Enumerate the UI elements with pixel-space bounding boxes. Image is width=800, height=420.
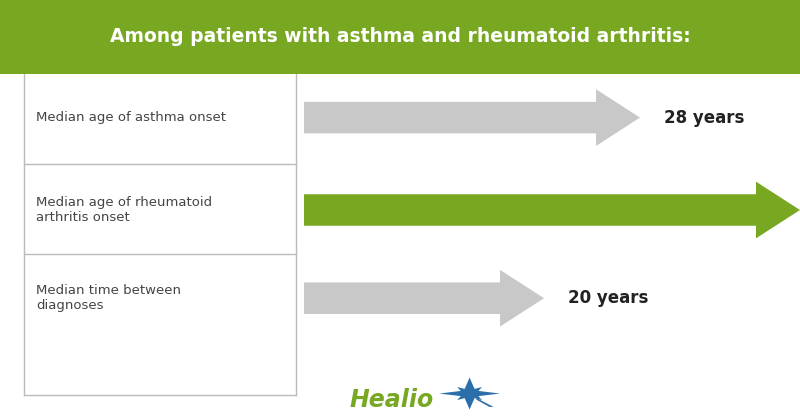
Polygon shape (457, 387, 482, 400)
FancyBboxPatch shape (0, 0, 800, 74)
Text: Among patients with asthma and rheumatoid arthritis:: Among patients with asthma and rheumatoi… (110, 27, 690, 46)
Text: Median time between
diagnoses: Median time between diagnoses (36, 284, 181, 312)
Text: Median age of rheumatoid
arthritis onset: Median age of rheumatoid arthritis onset (36, 196, 212, 224)
Text: 28 years: 28 years (664, 109, 744, 126)
Text: Median age of asthma onset: Median age of asthma onset (36, 111, 226, 124)
Text: 20 years: 20 years (568, 289, 648, 307)
Polygon shape (439, 378, 500, 409)
Polygon shape (476, 399, 494, 407)
Polygon shape (304, 89, 640, 146)
Polygon shape (304, 181, 800, 238)
Text: Healio: Healio (350, 388, 434, 412)
Polygon shape (304, 270, 544, 327)
